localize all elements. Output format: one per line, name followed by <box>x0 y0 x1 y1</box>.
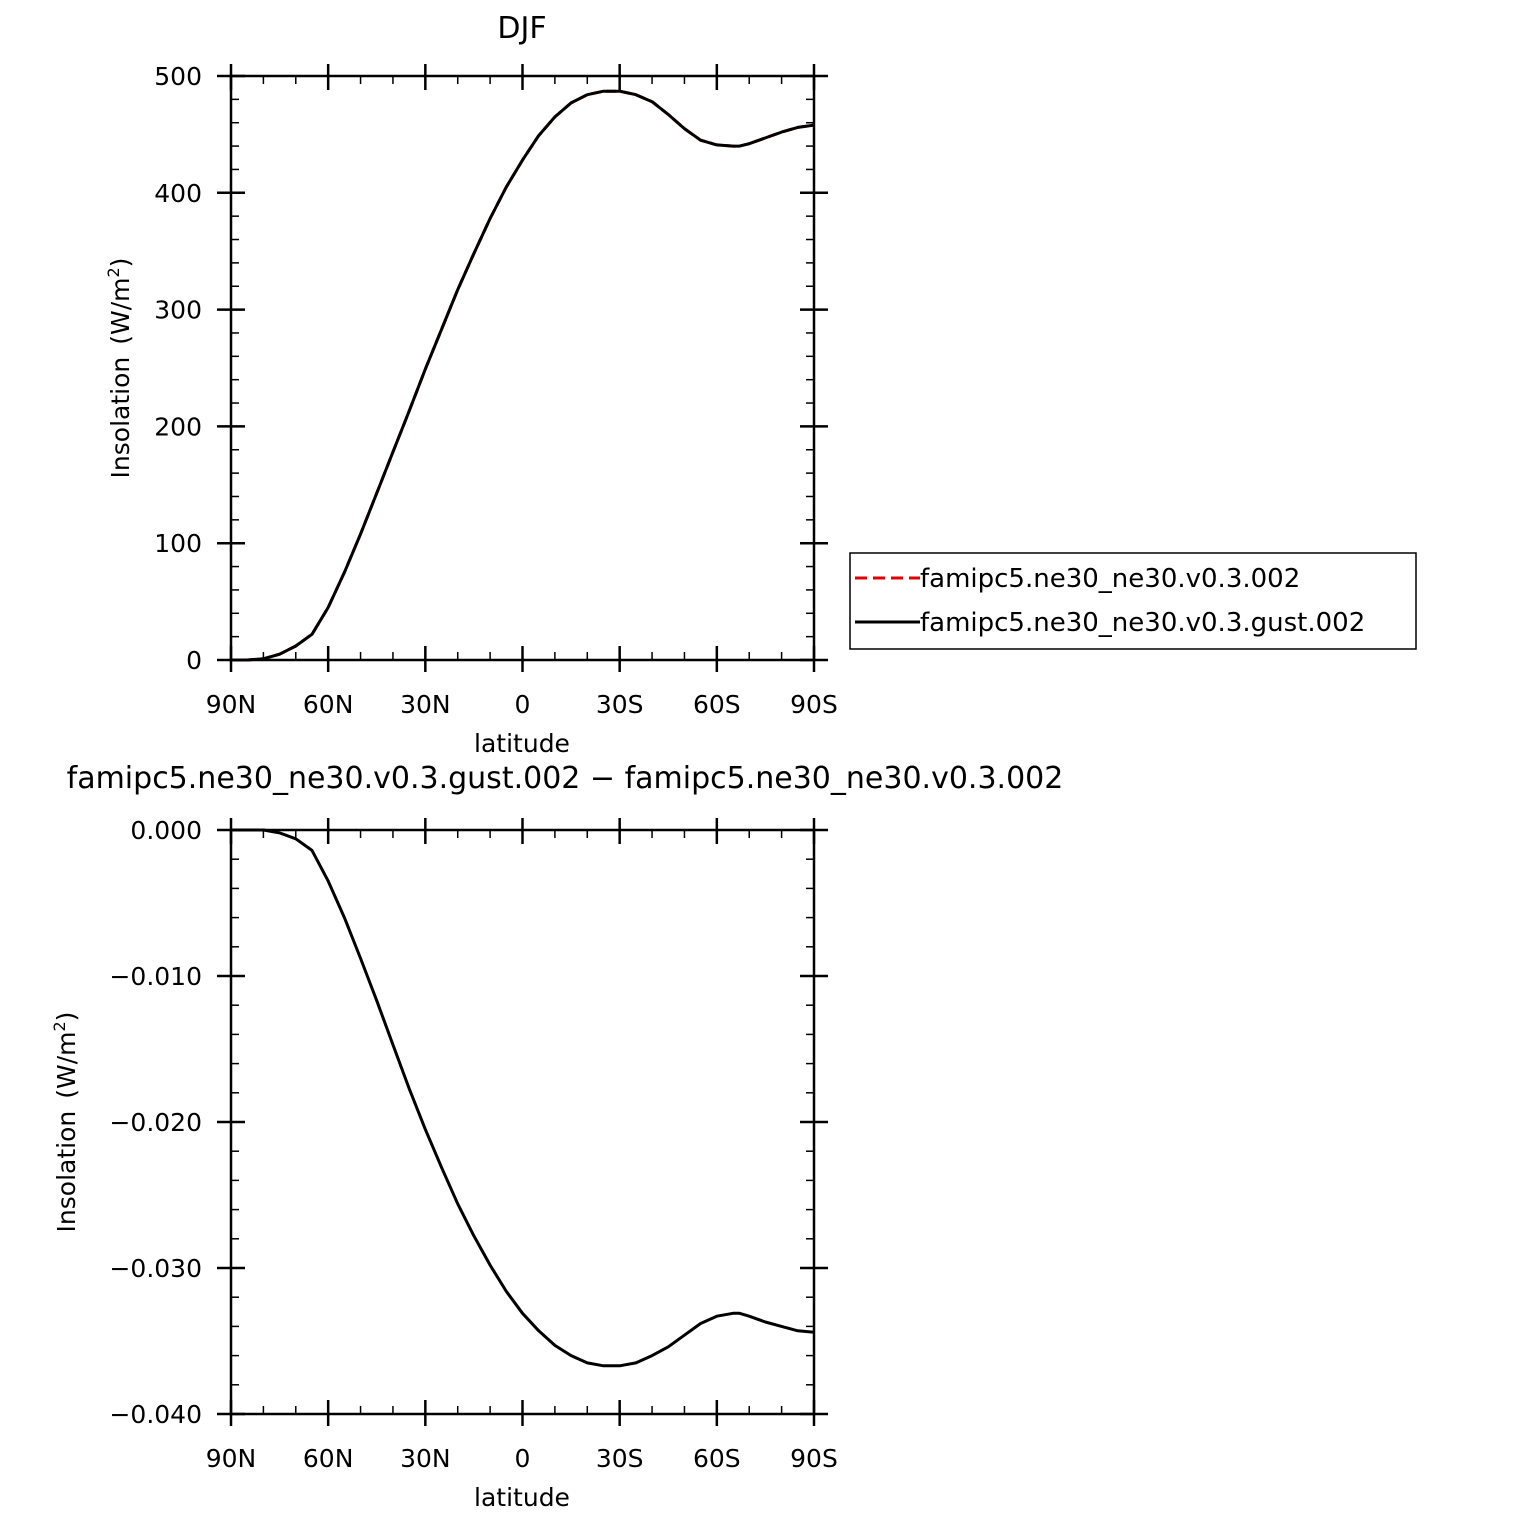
series-line <box>231 89 815 662</box>
y-tick-label: 400 <box>154 179 202 208</box>
y-tick-label: 200 <box>154 412 202 441</box>
y-tick-label: 0.000 <box>130 816 202 845</box>
x-tick-label: 30N <box>400 1444 451 1473</box>
x-tick-label: 90S <box>790 690 838 719</box>
y-tick-label: −0.010 <box>109 962 202 991</box>
y-axis-label: Insolation(W/m2) <box>104 258 135 479</box>
x-tick-label: 30N <box>400 690 451 719</box>
series-line <box>231 89 815 662</box>
panel-2-marks: 90N 60N 30N 0 30S 60S 90S 0.000 −0.010 −0.020 −0.0… <box>109 816 837 1473</box>
x-axis-label: latitude <box>474 729 570 758</box>
x-tick-label: 30S <box>596 1444 644 1473</box>
plot-frame <box>229 74 816 662</box>
x-tick-label: 60N <box>303 1444 354 1473</box>
panel-1-marks: 90N 60N 30N 0 30S 60S 90S 0 100 200 300 400 500 <box>154 62 838 719</box>
x-tick-label: 60N <box>303 690 354 719</box>
legend-label: famipc5.ne30_ne30.v0.3.002 <box>920 564 1300 594</box>
x-tick-label: 90S <box>790 1444 838 1473</box>
panel-insolation: DJF 90N 60N 30N 0 30S 60S 90S0100200300400500 … <box>104 11 1417 758</box>
y-tick-label: 500 <box>154 62 202 91</box>
series-line <box>231 828 815 1368</box>
x-tick-label: 0 <box>515 690 531 719</box>
y-tick-label: −0.040 <box>109 1400 202 1429</box>
x-tick-label: 90N <box>206 1444 257 1473</box>
y-tick-label: 0 <box>186 646 202 675</box>
chart-title: DJF <box>497 11 546 46</box>
x-axis-label: latitude <box>474 1483 570 1512</box>
plot-frame <box>229 828 816 1416</box>
legend-label: famipc5.ne30_ne30.v0.3.gust.002 <box>920 608 1365 638</box>
chart-title: famipc5.ne30_ne30.v0.3.gust.002 − famipc… <box>67 761 1064 796</box>
x-tick-label: 0 <box>515 1444 531 1473</box>
y-tick-label: 100 <box>154 529 202 558</box>
y-axis-label: Insolation(W/m2) <box>50 1012 81 1233</box>
x-tick-label: 30S <box>596 690 644 719</box>
y-tick-label: −0.030 <box>109 1254 202 1283</box>
y-tick-label: 300 <box>154 296 202 325</box>
x-tick-label: 60S <box>693 1444 741 1473</box>
legend-box <box>849 552 1417 650</box>
panel-difference: famipc5.ne30_ne30.v0.3.gust.002 − famipc… <box>50 761 1063 1512</box>
legend: famipc5.ne30_ne30.v0.3.002 famipc5.ne30_… <box>849 552 1417 650</box>
y-tick-label: −0.020 <box>109 1108 202 1137</box>
x-tick-label: 90N <box>206 690 257 719</box>
x-tick-label: 60S <box>693 690 741 719</box>
